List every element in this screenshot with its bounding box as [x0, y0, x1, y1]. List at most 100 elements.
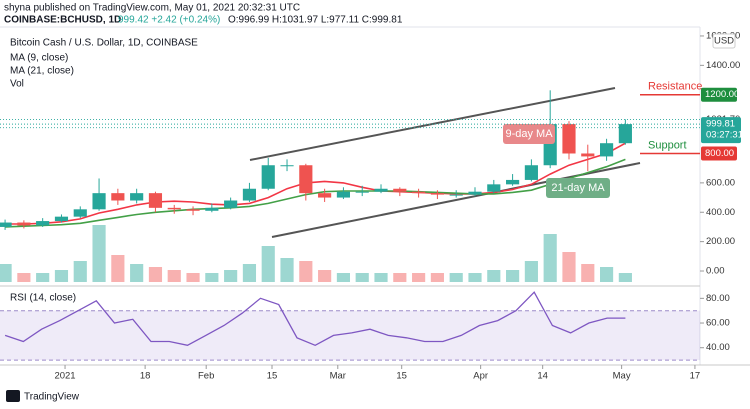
volume-bar: [374, 273, 388, 282]
candle-body: [524, 165, 538, 180]
candle-body: [600, 143, 614, 157]
volume-bar: [17, 273, 31, 282]
volume-bar: [167, 270, 181, 282]
level-label: 1200.00: [705, 89, 739, 100]
volume-bar: [130, 264, 144, 282]
currency-box: [712, 33, 736, 49]
y-tick-label: 0.00: [706, 266, 725, 277]
volume-bar: [487, 270, 501, 282]
volume-bar: [430, 273, 444, 282]
candle-body: [299, 165, 313, 194]
volume-bar: [412, 273, 426, 282]
rsi-tick-label: 40.00: [706, 342, 730, 353]
candle-body: [374, 188, 388, 192]
y-tick-label: 200.00: [706, 236, 735, 247]
volume-bar: [111, 255, 125, 282]
logo-icon: [6, 390, 20, 402]
volume-bar: [336, 273, 350, 282]
volume-bar: [36, 273, 50, 282]
x-tick-label: 17: [690, 371, 701, 382]
ma-callout-box: [546, 178, 610, 198]
x-tick-label: May: [613, 371, 631, 382]
volume-bar: [54, 270, 69, 282]
level-tag: [701, 146, 737, 161]
rsi-band: [0, 310, 700, 361]
volume-bar: [524, 261, 538, 282]
volume-bar: [242, 264, 257, 282]
candle-body: [261, 165, 275, 189]
candle-body: [167, 207, 181, 210]
candle-body: [449, 194, 463, 196]
legend-ma21: MA (21, close): [10, 66, 74, 77]
ma-callout: 9-day MA: [505, 128, 553, 140]
candle-body: [562, 124, 576, 154]
level-label: 800.00: [705, 148, 734, 159]
candle-body: [506, 179, 520, 185]
candle-body: [0, 222, 12, 227]
ma-callout: 21-day MA: [551, 182, 605, 194]
x-tick-label: Mar: [330, 371, 346, 382]
symbol: COINBASE:BCHUSD, 1D: [4, 15, 121, 26]
candle-body: [468, 191, 482, 195]
footer: TradingView: [24, 392, 80, 403]
candle-body: [412, 191, 426, 194]
publisher: shyna published on TradingView.com, May …: [4, 3, 300, 14]
volume-bar: [618, 273, 632, 282]
currency: USD: [714, 36, 734, 47]
volume-bar: [299, 261, 313, 282]
volume-bar: [393, 273, 407, 282]
candle-body: [36, 221, 50, 226]
legend-ma9: MA (9, close): [10, 53, 68, 64]
candle-body: [355, 191, 369, 193]
level-name: Support: [648, 139, 687, 151]
last-price-tag: [701, 117, 741, 144]
x-tick-label: Apr: [473, 371, 488, 382]
rsi-tick-label: 80.00: [706, 293, 730, 304]
candle-body: [242, 188, 257, 201]
volume-bar: [355, 273, 369, 282]
ma-callout-box: [503, 124, 555, 144]
volume-bar: [224, 270, 238, 282]
candle-body: [17, 222, 31, 226]
volume-bar: [506, 270, 520, 282]
candle-body: [618, 124, 632, 144]
volume-bar: [562, 252, 576, 282]
candle-body: [130, 193, 144, 201]
candle-body: [148, 193, 163, 208]
x-tick-label: 15: [267, 371, 278, 382]
x-tick-label: Feb: [198, 371, 214, 382]
change: 999.42 +2.42 (+0.24%): [118, 15, 220, 26]
rsi-title: RSI (14, close): [10, 293, 76, 304]
level-name: Resistance: [648, 81, 702, 93]
rsi-line: [4, 291, 626, 347]
x-tick-label: 14: [537, 371, 548, 382]
chart-title: Bitcoin Cash / U.S. Dollar, 1D, COINBASE: [10, 38, 198, 49]
volume-bar: [581, 264, 595, 282]
candle-body: [318, 193, 332, 198]
candle-body: [336, 191, 350, 198]
legend-vol: Vol: [10, 79, 24, 90]
candle-body: [186, 209, 200, 211]
volume-bar: [600, 267, 614, 282]
candle-body: [224, 200, 238, 208]
candle-body: [581, 153, 595, 157]
candle-body: [205, 207, 219, 211]
candle-body: [430, 193, 444, 195]
candle-body: [393, 188, 407, 192]
volume-bar: [318, 270, 332, 282]
candle-body: [280, 165, 294, 167]
y-tick-label: 400.00: [706, 207, 735, 218]
volume-bar: [449, 273, 463, 282]
candle-body: [73, 209, 87, 217]
volume-bar: [73, 261, 87, 282]
volume-bar: [543, 234, 557, 282]
x-tick-label: 18: [140, 371, 151, 382]
y-tick-label: 600.00: [706, 177, 735, 188]
ma-line: [5, 158, 626, 228]
volume-bar: [148, 267, 163, 282]
x-tick-label: 2021: [54, 371, 75, 382]
countdown: 03:27:31: [706, 130, 743, 141]
volume-bar: [92, 225, 106, 282]
